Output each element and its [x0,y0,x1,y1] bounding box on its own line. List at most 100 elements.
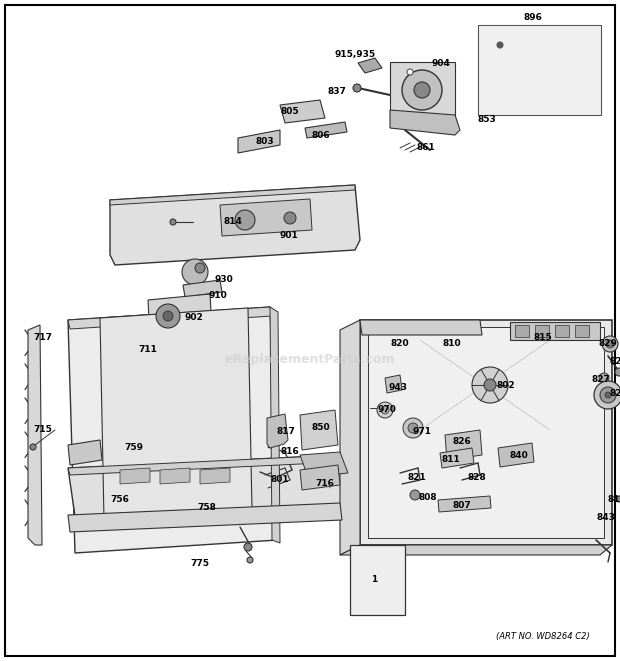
Circle shape [599,373,609,383]
Polygon shape [438,496,491,512]
Polygon shape [300,410,338,450]
Circle shape [156,304,180,328]
Polygon shape [120,468,150,484]
Circle shape [30,444,36,450]
Polygon shape [390,62,455,116]
Text: 758: 758 [198,502,216,512]
Polygon shape [148,294,212,336]
Polygon shape [498,443,534,467]
Text: 915,935: 915,935 [334,50,376,59]
Text: 775: 775 [190,559,210,568]
Polygon shape [68,440,102,465]
Polygon shape [270,307,280,543]
Circle shape [410,490,420,500]
Text: 811: 811 [441,455,461,463]
Circle shape [615,368,620,376]
Text: 802: 802 [497,381,515,389]
Text: 717: 717 [33,332,53,342]
Circle shape [472,367,508,403]
Text: 910: 910 [208,290,228,299]
Text: 808: 808 [418,492,437,502]
Circle shape [408,423,418,433]
Text: (ART NO. WD8264 C2): (ART NO. WD8264 C2) [496,631,590,641]
Text: 930: 930 [215,274,233,284]
Text: 756: 756 [110,494,130,504]
Polygon shape [100,308,252,520]
Circle shape [163,311,173,321]
Circle shape [594,381,620,409]
Polygon shape [68,503,342,532]
Circle shape [381,406,389,414]
Polygon shape [360,320,482,335]
Text: 902: 902 [185,313,203,321]
Polygon shape [305,122,347,138]
Circle shape [247,557,253,563]
Circle shape [414,82,430,98]
Polygon shape [238,130,280,153]
Text: 901: 901 [280,231,298,241]
Text: 801: 801 [271,475,290,485]
Polygon shape [28,325,42,545]
Text: 821: 821 [407,473,427,481]
Text: 803: 803 [255,137,274,145]
Text: 806: 806 [312,130,330,139]
Circle shape [616,496,620,502]
Circle shape [497,42,503,48]
Text: 843: 843 [596,512,616,522]
Polygon shape [340,545,612,555]
Text: 805: 805 [281,108,299,116]
Circle shape [407,69,413,75]
Text: 971: 971 [412,426,432,436]
Polygon shape [68,455,342,475]
Circle shape [605,392,611,398]
Circle shape [244,543,252,551]
Text: 827: 827 [591,375,611,385]
Text: 970: 970 [378,405,396,414]
Polygon shape [267,414,288,448]
Circle shape [602,336,618,352]
Circle shape [377,402,393,418]
Bar [575,325,589,337]
Text: 822: 822 [609,389,620,399]
Bar [535,325,549,337]
Polygon shape [390,110,460,135]
Circle shape [353,84,361,92]
Circle shape [402,70,442,110]
Polygon shape [358,58,382,73]
Polygon shape [300,465,340,490]
Circle shape [606,340,614,348]
Circle shape [170,219,176,225]
Text: 840: 840 [510,451,528,459]
Text: 711: 711 [138,344,157,354]
Text: 715: 715 [33,426,53,434]
Text: 826: 826 [453,436,471,446]
Text: 896: 896 [523,13,542,22]
Polygon shape [183,280,222,297]
Circle shape [600,387,616,403]
Text: 716: 716 [316,479,334,488]
Bar [515,325,529,337]
Circle shape [235,210,255,230]
Text: 816: 816 [281,446,299,455]
Circle shape [284,212,296,224]
Polygon shape [68,307,278,553]
Polygon shape [340,320,360,555]
Circle shape [484,379,496,391]
Polygon shape [68,455,348,523]
Polygon shape [110,185,355,205]
Text: 823: 823 [609,358,620,366]
Polygon shape [300,452,348,477]
Text: 861: 861 [417,143,435,153]
Polygon shape [360,320,612,545]
Text: 810: 810 [443,340,461,348]
Bar [555,325,569,337]
Text: 1: 1 [371,574,377,584]
Text: 829: 829 [598,340,618,348]
Text: 817: 817 [277,428,296,436]
Polygon shape [510,322,600,340]
Polygon shape [110,185,360,265]
Circle shape [195,263,205,273]
Text: 807: 807 [453,500,471,510]
Polygon shape [445,430,482,460]
Polygon shape [160,468,190,484]
